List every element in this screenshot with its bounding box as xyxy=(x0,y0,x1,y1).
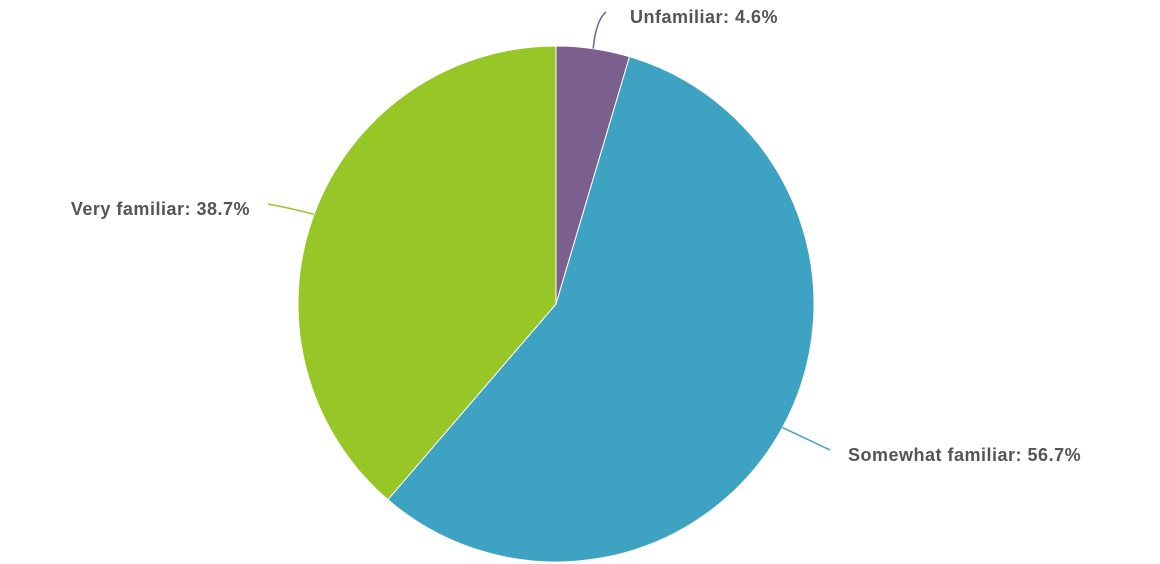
leader-line xyxy=(782,426,831,451)
slice-label: Very familiar: 38.7% xyxy=(71,199,250,219)
pie-slice xyxy=(297,45,557,501)
slice-label: Somewhat familiar: 56.7% xyxy=(848,445,1081,465)
leader-line xyxy=(592,11,607,49)
pie-slice xyxy=(387,56,815,563)
leader-line xyxy=(267,203,315,216)
slice-label: Unfamiliar: 4.6% xyxy=(630,7,778,27)
